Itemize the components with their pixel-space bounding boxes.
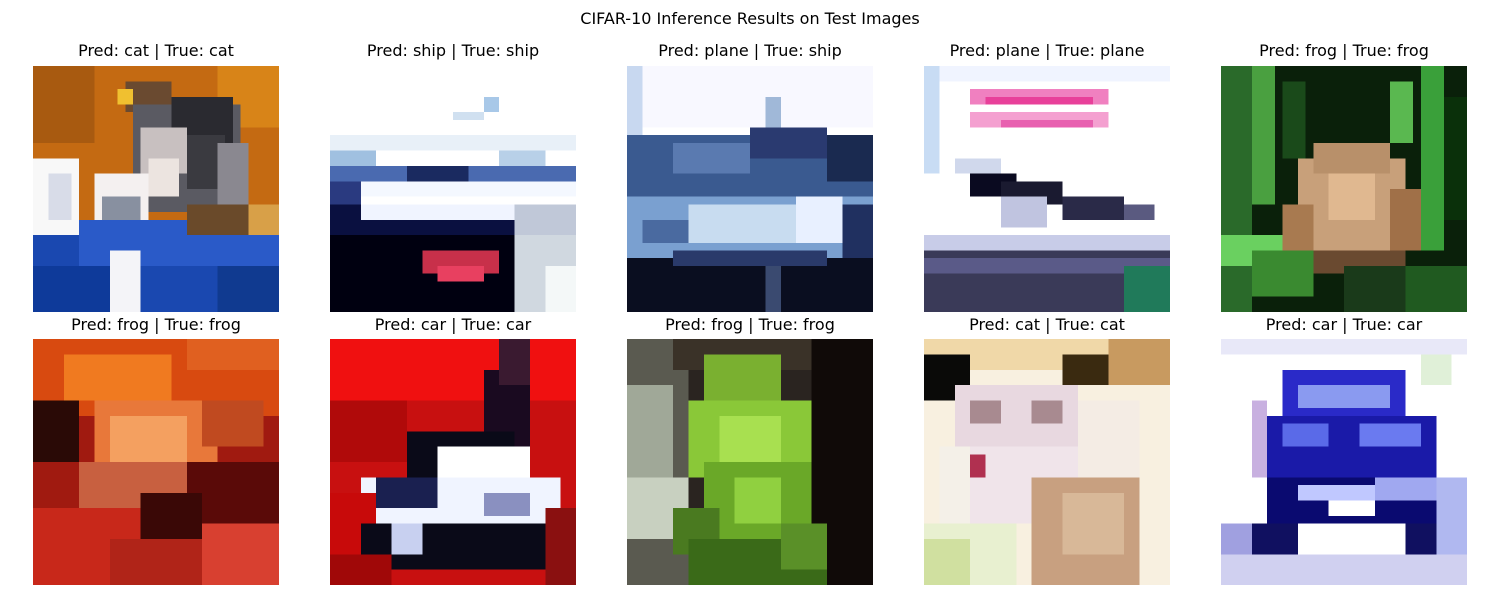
panel-title-7: Pred: car | True: car — [374, 315, 532, 334]
image-5-frog — [1221, 66, 1467, 312]
panel-title-9: Pred: cat | True: cat — [969, 315, 1125, 334]
image-6-frog — [33, 339, 279, 585]
image-8-frog — [627, 339, 873, 585]
panel-title-2: Pred: ship | True: ship — [366, 41, 540, 60]
panel-title-8: Pred: frog | True: frog — [665, 315, 835, 334]
image-4-plane — [924, 66, 1170, 312]
figure-title: CIFAR-10 Inference Results on Test Image… — [580, 9, 920, 28]
panel-title-10: Pred: car | True: car — [1265, 315, 1423, 334]
panel-title-3: Pred: plane | True: ship — [658, 41, 842, 60]
panel-title-4: Pred: plane | True: plane — [949, 41, 1145, 60]
image-2-ship — [330, 66, 576, 312]
image-9-cat — [924, 339, 1170, 585]
panel-title-6: Pred: frog | True: frog — [71, 315, 241, 334]
image-3-ship — [627, 66, 873, 312]
image-10-car — [1221, 339, 1467, 585]
image-1-cat — [33, 66, 279, 312]
panel-title-1: Pred: cat | True: cat — [78, 41, 234, 60]
panel-title-5: Pred: frog | True: frog — [1259, 41, 1429, 60]
image-7-car — [330, 339, 576, 585]
